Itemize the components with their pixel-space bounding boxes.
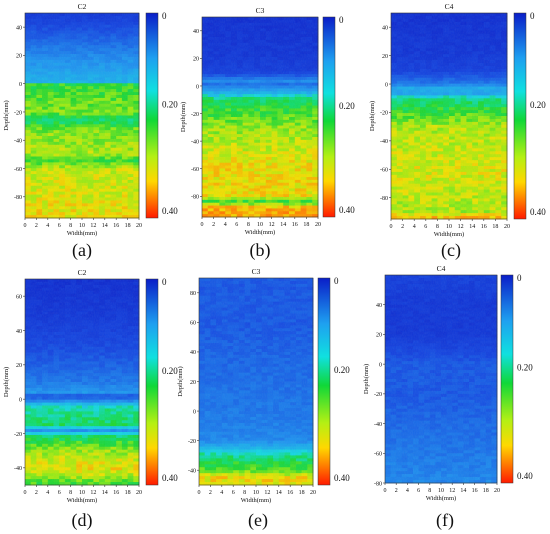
x-tick-label: 14	[280, 222, 286, 228]
y-tick-label: 40	[382, 26, 388, 32]
colorbar-tick-label: 0.20	[530, 100, 546, 110]
y-tick-label: 20	[382, 54, 388, 60]
x-axis-label: Width(mm)	[67, 230, 97, 237]
colorbar-tick-label: 0.20	[339, 101, 355, 111]
colorbar-tick-label: 0	[339, 15, 344, 25]
x-tick-label: 12	[269, 222, 275, 228]
x-tick-label: 6	[58, 223, 61, 229]
x-tick-label: 20	[504, 224, 510, 230]
y-tick-label: -20	[14, 110, 22, 116]
heatmap-texture	[391, 13, 507, 219]
x-tick-label: 16	[113, 223, 119, 229]
panel-title: C2	[78, 2, 87, 11]
x-tick-label: 6	[235, 222, 238, 228]
heatmap-texture	[25, 13, 139, 218]
colorbar	[145, 12, 159, 219]
heatmap-texture	[202, 17, 318, 217]
y-tick-label: -60	[380, 168, 388, 174]
x-tick-label: 0	[201, 222, 204, 228]
x-tick-label: 4	[224, 222, 227, 228]
y-tick-label: 40	[16, 25, 22, 31]
x-tick-label: 14	[102, 223, 108, 229]
x-tick-label: 10	[446, 224, 452, 230]
y-tick-label: -40	[14, 139, 22, 145]
x-tick-label: 6	[424, 224, 427, 230]
heatmap-panel-1: C3 40 20 0 -20 -40 -60 -80 0 2 4 6 8 10 12 14 16 18 20 Widt…	[180, 6, 355, 236]
y-axis-label: Depth(mm)	[3, 100, 10, 130]
colorbar	[322, 16, 336, 218]
x-tick-label: 12	[458, 224, 464, 230]
colorbar-tick-label: 0	[162, 11, 167, 21]
x-tick-label: 18	[125, 223, 131, 229]
y-tick-label: 20	[193, 57, 199, 63]
y-tick-label: -20	[380, 111, 388, 117]
x-tick-label: 10	[257, 222, 263, 228]
colorbar	[513, 12, 527, 220]
y-tick-label: -60	[14, 167, 22, 173]
panel-title: C4	[445, 2, 454, 11]
x-tick-label: 8	[247, 222, 250, 228]
y-axis-label: Depth(mm)	[180, 102, 187, 132]
y-tick-label: 20	[16, 54, 22, 60]
x-tick-label: 2	[35, 223, 38, 229]
y-tick-label: 0	[385, 82, 388, 88]
x-tick-label: 18	[492, 224, 498, 230]
x-tick-label: 4	[413, 224, 416, 230]
y-tick-label: -20	[191, 112, 199, 118]
x-tick-label: 12	[90, 223, 96, 229]
y-axis-label: Depth(mm)	[369, 101, 376, 131]
x-tick-label: 0	[390, 224, 393, 230]
x-axis-label: Width(mm)	[245, 229, 275, 236]
y-tick-label: -60	[191, 167, 199, 173]
colorbar-tick-label: 0	[530, 11, 535, 21]
colorbar-tick-label: 0.40	[162, 206, 178, 216]
colorbar-tick-label: 0.40	[530, 207, 546, 217]
x-tick-label: 0	[24, 223, 27, 229]
x-tick-label: 20	[136, 223, 142, 229]
x-tick-label: 18	[303, 222, 309, 228]
x-tick-label: 2	[401, 224, 404, 230]
x-tick-label: 14	[469, 224, 475, 230]
x-tick-label: 4	[46, 223, 49, 229]
panel-title: C3	[256, 6, 265, 15]
x-tick-label: 20	[315, 222, 321, 228]
x-axis-label: Width(mm)	[434, 231, 464, 238]
y-tick-label: -80	[380, 196, 388, 202]
heatmap-panel-2: C4 40 20 0 -20 -40 -60 -80 0 2 4 6 8 10 12 14 16 18 20 Widt…	[369, 2, 546, 238]
colorbar-tick-label: 0.20	[162, 99, 178, 109]
y-tick-label: 0	[196, 84, 199, 90]
y-tick-label: -80	[14, 195, 22, 201]
y-tick-label: -80	[191, 195, 199, 201]
y-tick-label: 0	[19, 82, 22, 88]
x-tick-label: 10	[79, 223, 85, 229]
x-tick-label: 16	[481, 224, 487, 230]
x-tick-label: 8	[436, 224, 439, 230]
y-tick-label: -40	[380, 139, 388, 145]
colorbar-tick-label: 0.40	[339, 205, 355, 215]
x-tick-label: 16	[292, 222, 298, 228]
heatmap-panel-0: C2 40 20 0 -20 -40 -60 -80 0 2 4 6 8 10 12 14 16 18 20 Widt…	[3, 2, 178, 237]
y-tick-label: 40	[193, 29, 199, 35]
x-tick-label: 8	[69, 223, 72, 229]
x-tick-label: 2	[212, 222, 215, 228]
y-tick-label: -40	[191, 139, 199, 145]
